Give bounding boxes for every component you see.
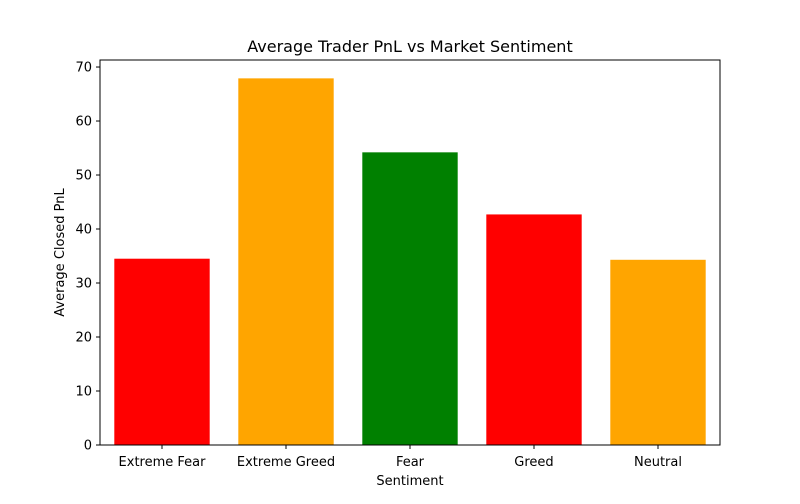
y-tick-label: 10 [75, 385, 92, 400]
y-tick-label: 0 [84, 439, 92, 454]
y-tick-label: 50 [75, 169, 92, 184]
y-tick-label: 60 [75, 115, 92, 130]
x-tick-label: Neutral [634, 455, 682, 470]
bar-extreme-fear [114, 258, 210, 445]
chart-title: Average Trader PnL vs Market Sentiment [247, 37, 572, 56]
bars [114, 78, 706, 446]
plot-frame [99, 59, 721, 446]
x-tick-label: Extreme Fear [119, 455, 207, 470]
y-tick-label: 20 [75, 331, 92, 346]
bar-extreme-greed [238, 78, 334, 446]
x-axis-label: Sentiment [376, 474, 443, 489]
x-tick-label: Extreme Greed [237, 455, 335, 470]
bar-fear [362, 152, 458, 445]
y-tick-label: 30 [75, 277, 92, 292]
x-tick-label: Fear [396, 455, 425, 470]
y-axis-label: Average Closed PnL [53, 188, 68, 317]
y-tick-label: 70 [75, 61, 92, 76]
x-tick-label: Greed [514, 455, 553, 470]
bar-greed [486, 214, 582, 445]
y-tick-label: 40 [75, 223, 92, 238]
y-axis: 0 10 20 30 40 50 60 70 [75, 61, 100, 454]
bar-neutral [610, 259, 706, 445]
x-axis: Extreme Fear Extreme Greed Fear Greed Neutra… [119, 445, 682, 470]
